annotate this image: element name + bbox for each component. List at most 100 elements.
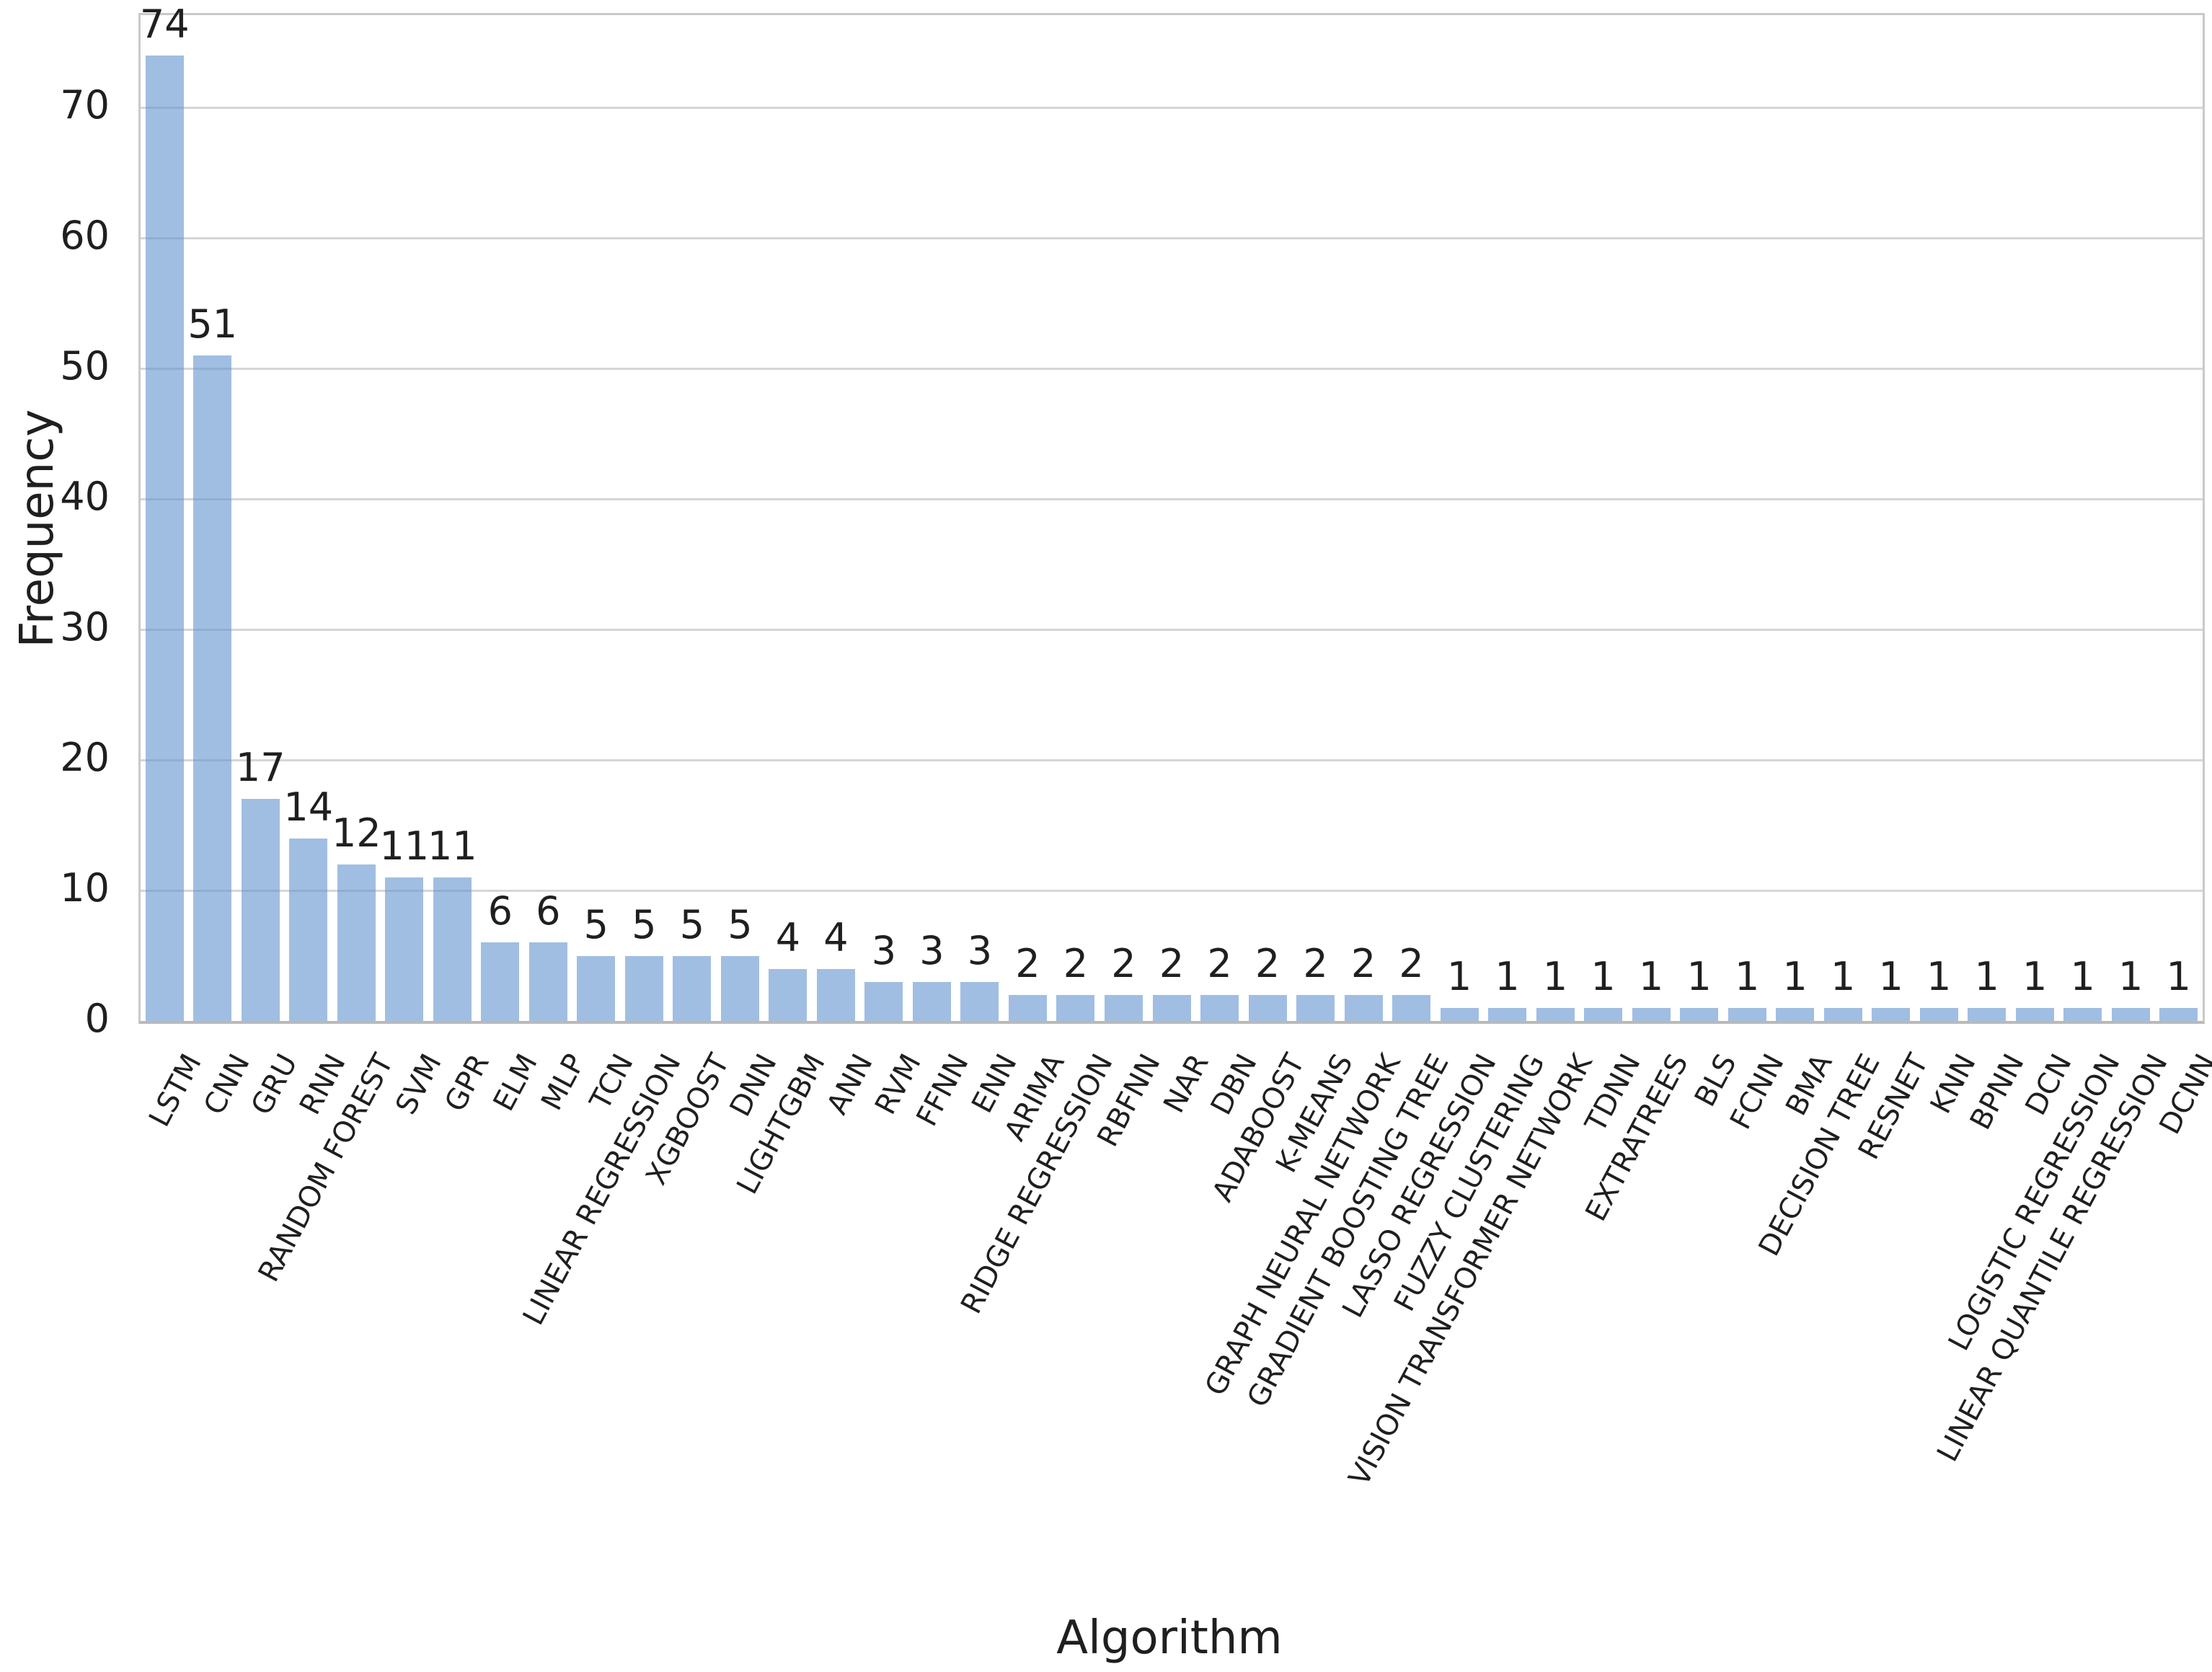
- bar-svm: [385, 877, 424, 1021]
- bar-value-label: 1: [1542, 953, 1568, 999]
- bar-value-label: 2: [1111, 940, 1136, 986]
- y-tick-label: 50: [60, 343, 110, 389]
- bar-bls: [1680, 1007, 1719, 1021]
- bar-value-label: 1: [1974, 953, 1999, 999]
- bar-extratrees: [1632, 1007, 1671, 1021]
- bar-value-label: 2: [1015, 940, 1040, 986]
- bar-linear-quantile-regression: [2111, 1007, 2150, 1021]
- bar-value-label: 1: [1830, 953, 1856, 999]
- bar-value-label: 5: [583, 901, 609, 947]
- bar-value-label: 1: [1878, 953, 1903, 999]
- bar-fcnn: [1727, 1007, 1766, 1021]
- bar-value-label: 1: [1782, 953, 1808, 999]
- bar-value-label: 1: [2118, 953, 2144, 999]
- bar-arima: [1008, 994, 1047, 1021]
- y-tick-label: 40: [60, 474, 110, 519]
- bar-cnn: [193, 355, 232, 1021]
- gridline-y-20: [141, 759, 2203, 761]
- bar-value-label: 5: [727, 901, 753, 947]
- bar-value-label: 1: [1638, 953, 1664, 999]
- y-tick-label: 70: [60, 82, 110, 128]
- gridline-y-30: [141, 629, 2203, 631]
- bar-dcnn: [2159, 1007, 2198, 1021]
- bar-lasso-regression: [1440, 1007, 1479, 1021]
- bar-value-label: 74: [139, 1, 190, 47]
- bar-value-label: 1: [1446, 953, 1472, 999]
- bar-value-label: 1: [2070, 953, 2095, 999]
- bar-value-label: 1: [1926, 953, 1952, 999]
- bar-logistic-regression: [2063, 1007, 2102, 1021]
- bar-value-label: 4: [775, 914, 801, 960]
- bar-mlp: [528, 942, 567, 1021]
- bar-value-label: 1: [1734, 953, 1760, 999]
- bar-adaboost: [1248, 994, 1287, 1021]
- bar-value-label: 11: [427, 823, 477, 869]
- bar-xgboost: [673, 955, 712, 1021]
- bar-gpr: [433, 877, 472, 1021]
- bar-value-label: 1: [1686, 953, 1712, 999]
- bar-enn: [960, 981, 999, 1021]
- bar-dbn: [1200, 994, 1239, 1021]
- gridline-y-40: [141, 498, 2203, 500]
- bar-random-forest: [337, 864, 376, 1021]
- bar-ridge-regression: [1056, 994, 1095, 1021]
- bar-value-label: 3: [919, 927, 944, 973]
- bar-gru: [241, 799, 280, 1021]
- bar-value-label: 2: [1207, 940, 1232, 986]
- bar-dnn: [720, 955, 759, 1021]
- bar-graph-neural-network: [1344, 994, 1383, 1021]
- bar-value-label: 1: [2022, 953, 2048, 999]
- bar-lightgbm: [769, 968, 808, 1021]
- bar-dcn: [2015, 1007, 2054, 1021]
- gridline-y-10: [141, 890, 2203, 892]
- y-tick-label: 60: [60, 213, 110, 258]
- bar-rnn: [289, 838, 328, 1021]
- bar-value-label: 3: [967, 927, 993, 973]
- bar-value-label: 1: [1495, 953, 1520, 999]
- y-tick-label: 30: [60, 604, 110, 650]
- bar-k-means: [1296, 994, 1335, 1021]
- bar-value-label: 3: [871, 927, 897, 973]
- bar-value-label: 2: [1255, 940, 1280, 986]
- bar-lstm: [145, 55, 184, 1021]
- bar-value-label: 1: [1591, 953, 1616, 999]
- bar-rbfnn: [1104, 994, 1143, 1021]
- bar-decision-tree: [1823, 1007, 1862, 1021]
- bar-value-label: 11: [379, 823, 430, 869]
- gridline-y-50: [141, 368, 2203, 370]
- bar-fuzzy-clustering: [1488, 1007, 1527, 1021]
- bar-value-label: 5: [679, 901, 705, 947]
- bar-value-label: 14: [283, 784, 334, 830]
- bar-rvm: [864, 981, 903, 1021]
- bar-value-label: 12: [331, 810, 381, 856]
- bar-value-label: 2: [1303, 940, 1328, 986]
- y-tick-label: 10: [60, 865, 110, 911]
- bar-value-label: 4: [823, 914, 849, 960]
- bar-value-label: 2: [1159, 940, 1185, 986]
- bar-tcn: [577, 955, 616, 1021]
- bar-value-label: 6: [536, 888, 561, 934]
- bar-bma: [1776, 1007, 1815, 1021]
- y-tick-label: 20: [60, 735, 110, 780]
- bar-elm: [481, 942, 520, 1021]
- bar-value-label: 2: [1350, 940, 1376, 986]
- bar-resnet: [1872, 1007, 1911, 1021]
- bar-tdnn: [1584, 1007, 1623, 1021]
- bar-ann: [816, 968, 855, 1021]
- x-axis-title: Algorithm: [1056, 1611, 1283, 1665]
- bar-value-label: 51: [187, 301, 238, 347]
- bar-value-label: 17: [235, 745, 286, 791]
- gridline-y-70: [141, 107, 2203, 109]
- bar-gradient-boosting-tree: [1392, 994, 1431, 1021]
- bar-ffnn: [912, 981, 951, 1021]
- bar-value-label: 2: [1399, 940, 1424, 986]
- y-tick-label: 0: [84, 996, 110, 1041]
- plot-area: 74 51 17 14 12 11 11 6 6 5 5 5 5 4 4 3 3 3 2 2 2 2 2 2 2 2 2 1 1 1 1 1 1…: [138, 3, 2205, 1024]
- bar-knn: [1919, 1007, 1958, 1021]
- bar-value-label: 2: [1063, 940, 1089, 986]
- bar-value-label: 5: [632, 901, 657, 947]
- gridline-y-60: [141, 237, 2203, 239]
- bar-linear-regression: [624, 955, 663, 1021]
- bar-value-label: 1: [2166, 953, 2191, 999]
